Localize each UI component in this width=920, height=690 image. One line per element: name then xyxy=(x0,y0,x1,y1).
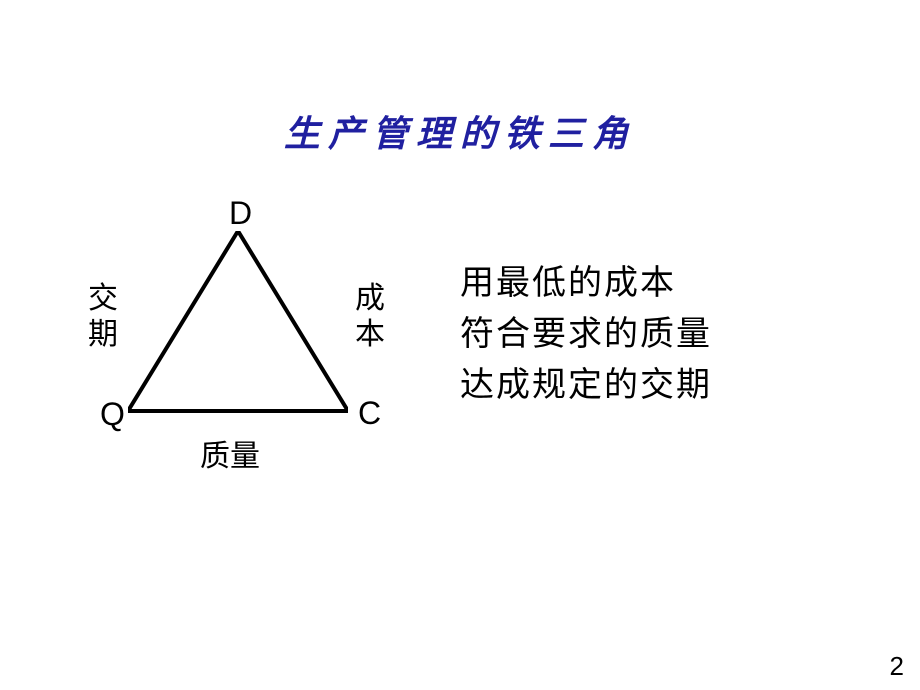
vertex-bottom-right-label: C xyxy=(358,395,381,432)
text-line-1: 用最低的成本 xyxy=(460,258,712,309)
text-line-3: 达成规定的交期 xyxy=(460,360,712,411)
vertex-bottom-left-label: Q xyxy=(100,396,125,433)
description-text: 用最低的成本 符合要求的质量 达成规定的交期 xyxy=(460,258,712,411)
slide-title: 生产管理的铁三角 xyxy=(0,105,920,157)
edge-right-label: 成本 xyxy=(355,281,385,353)
text-line-2: 符合要求的质量 xyxy=(460,309,712,360)
edge-left-label: 交期 xyxy=(88,281,118,353)
page-number: 2 xyxy=(890,651,904,682)
vertex-top-label: D xyxy=(229,195,252,232)
triangle-shape xyxy=(128,231,348,416)
triangle-polygon xyxy=(128,231,348,411)
triangle-diagram: D Q C 交期 成本 质量 xyxy=(80,195,400,485)
edge-bottom-label: 质量 xyxy=(200,431,260,475)
